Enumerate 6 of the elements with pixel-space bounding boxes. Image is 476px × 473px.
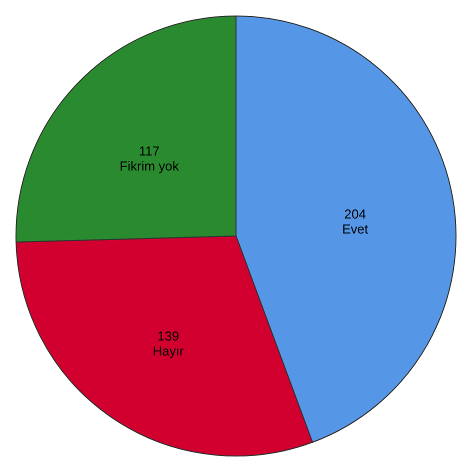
data-label: 117 bbox=[138, 144, 160, 159]
slice-label: Evet bbox=[342, 222, 368, 237]
slice-label: Hayır bbox=[152, 343, 184, 358]
slice-label: Fikrim yok bbox=[120, 158, 180, 174]
data-label: 139 bbox=[157, 328, 180, 344]
data-label: 204 bbox=[344, 206, 366, 222]
